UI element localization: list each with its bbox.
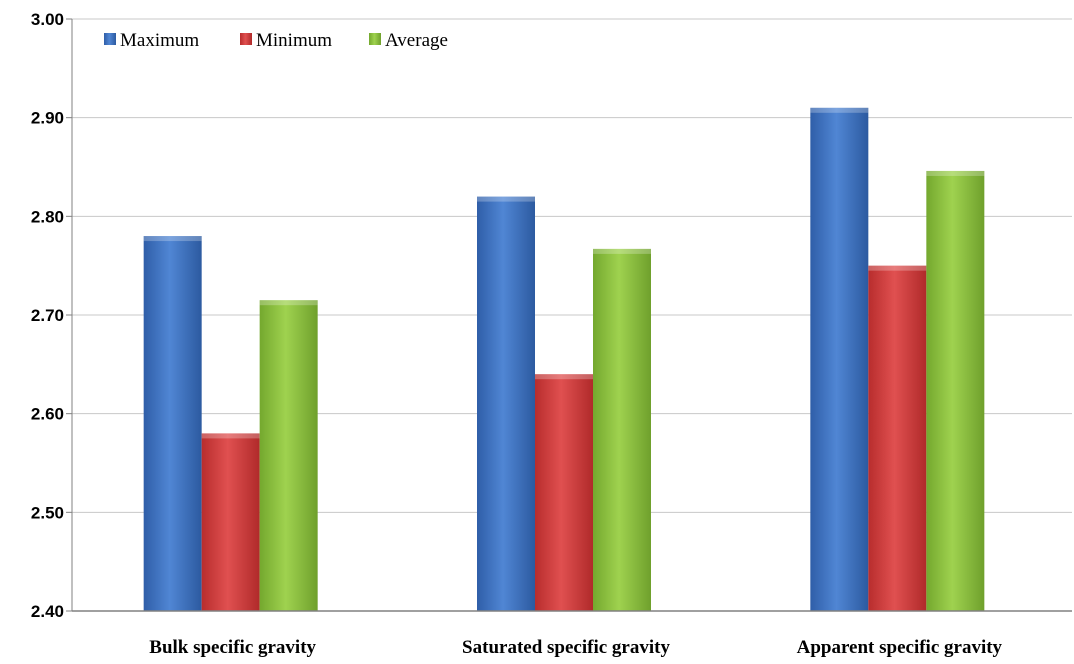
bar-cap: [143, 236, 202, 242]
y-tick-label: 2.90: [31, 109, 64, 128]
y-axis-ticks: 2.40 2.50 2.60 2.70 2.80 2.90 3.00: [31, 10, 72, 621]
y-tick-label: 2.50: [31, 503, 64, 522]
x-category-label: Saturated specific gravity: [462, 637, 670, 658]
bar-cap: [868, 265, 927, 271]
y-tick-label: 2.40: [31, 602, 64, 621]
legend-label-maximum: Maximum: [120, 30, 199, 51]
legend-swatch-minimum: [240, 33, 252, 45]
bar-average-1: [593, 248, 651, 612]
y-tick-label: 2.80: [31, 207, 64, 226]
legend-label-average: Average: [385, 30, 448, 51]
bar-average-2: [926, 170, 985, 612]
legend-label-minimum: Minimum: [256, 30, 332, 51]
x-category-label: Apparent specific gravity: [797, 637, 1003, 658]
legend: Maximum Minimum Average: [104, 30, 448, 51]
bar-maximum-1: [477, 196, 535, 611]
bar-minimum-2: [868, 265, 927, 611]
y-tick-label: 2.60: [31, 405, 64, 424]
legend-swatch-maximum: [104, 33, 116, 45]
x-category-label: Bulk specific gravity: [149, 637, 316, 658]
bar-maximum-0: [143, 236, 202, 612]
y-tick-label: 3.00: [31, 10, 64, 29]
bar-average-0: [259, 300, 318, 611]
bar-maximum-2: [810, 107, 869, 612]
bars: [143, 107, 985, 612]
bar-minimum-1: [535, 374, 593, 611]
bar-cap: [810, 107, 869, 113]
x-axis-categories: Bulk specific gravity Saturated specific …: [149, 637, 1002, 658]
bar-cap: [593, 248, 651, 254]
bar-cap: [926, 170, 985, 176]
axes: [71, 19, 1072, 612]
bar-cap: [535, 374, 593, 380]
legend-swatch-average: [369, 33, 381, 45]
bar-cap: [201, 433, 260, 439]
y-tick-label: 2.70: [31, 306, 64, 325]
bar-cap: [477, 196, 535, 202]
bar-cap: [259, 300, 318, 306]
bar-minimum-0: [201, 433, 260, 611]
